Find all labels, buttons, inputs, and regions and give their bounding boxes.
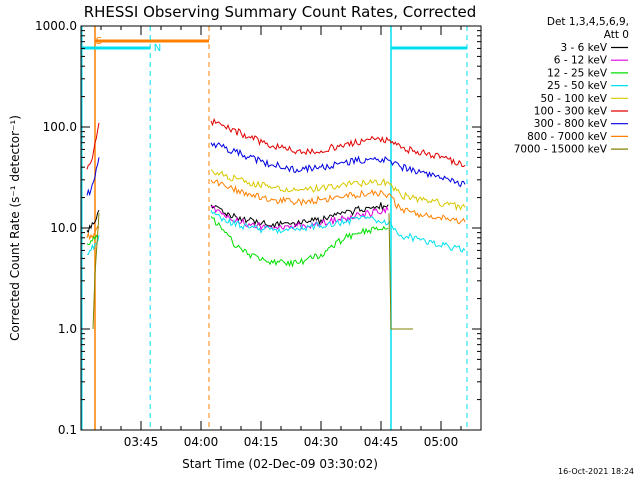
legend-label: 25 - 50 keV [547,80,608,92]
x-axis-label: Start Time (02-Dec-09 03:30:02) [182,457,378,471]
series-line-12-25-kev-1 [210,216,389,268]
y-tick-label: 100.0 [43,120,77,134]
night-flag-label: N [154,43,161,54]
y-tick-label: 10.0 [50,221,77,235]
series-line-7000-15000-kev-1 [388,213,413,330]
x-tick-label: 05:00 [424,435,459,449]
legend-label: 800 - 7000 keV [527,131,608,143]
legend-label: 3 - 6 keV [560,42,607,54]
legend-label: 50 - 100 keV [540,93,607,105]
series-line-6-12-kev-0 [210,205,389,231]
saa-flag-label: S [96,36,102,47]
x-tick-label: 04:00 [184,435,219,449]
x-tick-label: 04:45 [364,435,399,449]
series-line-800-7000-kev-1 [210,179,466,225]
legend-label: 6 - 12 keV [554,55,608,67]
generation-timestamp: 16-Oct-2021 18:24 [558,467,634,476]
series-line-800-7000-kev-0 [86,225,100,241]
axes: 0.1 1.0 10.0 100.0 1000.0 03:45 04:00 04:15 04:3… [35,19,482,449]
legend-label: 300 - 800 keV [534,118,608,130]
series-line-100-300-kev-1 [210,117,466,167]
series-line-25-50-kev-1 [210,209,466,253]
legend-header-detectors: Det 1,3,4,5,6,9, [547,16,629,28]
series-line-7000-15000-kev-0 [92,213,100,330]
x-tick-label: 03:45 [124,435,159,449]
series-line-3-6-kev-1 [210,202,389,229]
series-line-3-6-kev-0 [86,209,100,234]
series-line-100-300-kev-0 [86,122,100,170]
series-line-50-100-kev-0 [210,169,466,212]
y-tick-label: 1.0 [58,322,77,336]
y-axis-label: Corrected Count Rate (s⁻¹ detector⁻¹) [8,115,22,341]
x-tick-label: 04:15 [244,435,279,449]
legend-label: 100 - 300 keV [534,106,608,118]
chart-title: RHESSI Observing Summary Count Rates, Co… [84,3,477,21]
legend-header-attenuator: Att 0 [604,29,629,41]
y-tick-label: 0.1 [58,423,77,437]
plot-frame [80,25,482,431]
legend-label: 12 - 25 keV [547,67,608,79]
observing-flags: SN [81,26,468,430]
x-tick-label: 04:30 [304,435,339,449]
series-line-300-800-kev-0 [86,157,100,197]
series-line-300-800-kev-1 [210,142,466,188]
series-lines [86,117,466,330]
y-tick-label: 1000.0 [35,19,77,33]
legend-label: 7000 - 15000 keV [514,144,608,156]
